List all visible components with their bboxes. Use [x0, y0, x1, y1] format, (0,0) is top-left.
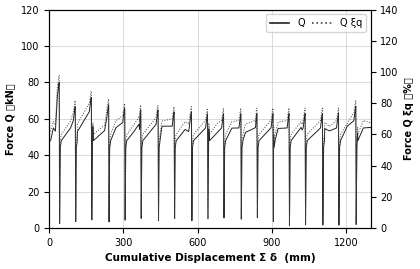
Legend: Q, Q ξq: Q, Q ξq [266, 15, 366, 32]
Y-axis label: Force Q （kN）: Force Q （kN） [5, 83, 16, 155]
Y-axis label: Force Q ξq （%）: Force Q ξq （%） [404, 77, 415, 160]
X-axis label: Cumulative Displacement Σ δ  (mm): Cumulative Displacement Σ δ (mm) [105, 253, 315, 263]
